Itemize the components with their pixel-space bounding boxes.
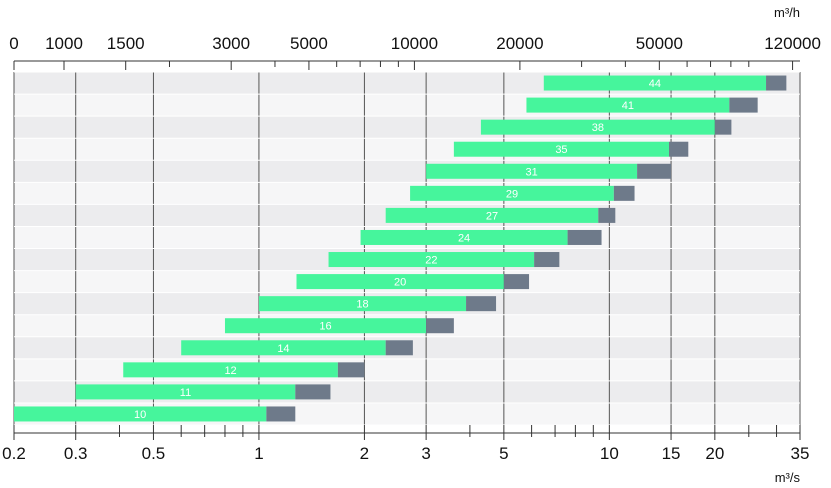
top-axis-tick-label: 5000: [290, 34, 328, 53]
bar-gray: [266, 406, 296, 422]
bottom-axis-tick-label: 5: [499, 444, 508, 463]
top-axis-tick-label: 1500: [107, 34, 145, 53]
row-band: [14, 160, 800, 183]
bottom-axis-tick-label: 20: [705, 444, 724, 463]
bar-green: [543, 75, 767, 91]
bottom-axis-tick-label: 35: [791, 444, 810, 463]
bar-green: [426, 163, 638, 179]
top-axis-tick-label: 50000: [636, 34, 683, 53]
bottom-axis-tick-label: 10: [600, 444, 619, 463]
bar-green: [224, 318, 427, 334]
top-axis-tick-label: 120000: [764, 34, 821, 53]
bottom-axis-tick-label: 15: [662, 444, 681, 463]
top-axis-tick-label: 3000: [212, 34, 250, 53]
bar-green: [453, 141, 670, 157]
bar-gray: [534, 252, 560, 268]
bar-gray: [766, 75, 787, 91]
bar-gray: [637, 163, 672, 179]
bottom-axis-tick-label: 0.5: [142, 444, 166, 463]
bottom-axis-tick-label: 3: [421, 444, 430, 463]
bottom-axis-tick-label: 0.2: [2, 444, 26, 463]
bar-label: 41: [622, 100, 634, 112]
bar-label: 35: [555, 144, 567, 156]
bar-green: [258, 296, 467, 312]
bar-label: 18: [356, 299, 368, 311]
bar-green: [328, 252, 535, 268]
top-axis-tick-label: 1000: [45, 34, 83, 53]
bar-label: 27: [486, 210, 498, 222]
bar-gray: [466, 296, 497, 312]
bar-gray: [669, 141, 689, 157]
bar-gray: [295, 384, 331, 400]
bar-gray: [503, 274, 530, 290]
bar-label: 14: [277, 343, 289, 355]
bar-green: [526, 97, 730, 113]
bar-label: 44: [649, 78, 661, 90]
row-band: [14, 182, 800, 205]
bar-green: [75, 384, 296, 400]
bar-label: 24: [458, 232, 470, 244]
bar-gray: [598, 207, 616, 223]
bar-label: 16: [319, 321, 331, 333]
bar-label: 10: [134, 409, 146, 421]
bar-gray: [714, 119, 732, 135]
bar-gray: [729, 97, 758, 113]
bar-label: 11: [180, 387, 191, 399]
bar-gray: [337, 362, 365, 378]
bottom-axis-unit: m³/s: [775, 470, 801, 485]
bar-label: 12: [224, 365, 236, 377]
bar-label: 29: [506, 188, 518, 200]
axes: 0 1000 1500 3000 5000 10000 20000 50000 120000 0.…: [2, 34, 821, 463]
bar-gray: [426, 318, 454, 334]
top-axis-tick-label: 20000: [496, 34, 543, 53]
bar-gray: [567, 229, 602, 245]
bar-green: [360, 229, 568, 245]
bar-green: [296, 274, 504, 290]
bar-green: [385, 207, 599, 223]
top-axis-tick-label: 10000: [391, 34, 438, 53]
bars: 44 41 38 35 31 29 27 24 22 20 18 16 14 12 11 10: [14, 75, 787, 422]
top-axis-unit: m³/h: [774, 5, 800, 20]
bar-green: [14, 406, 267, 422]
bar-label: 31: [525, 166, 537, 178]
bar-label: 38: [592, 122, 604, 134]
bar-gray: [385, 340, 413, 356]
bar-label: 22: [425, 255, 437, 267]
top-axis-tick-label: 0: [9, 34, 18, 53]
bar-green: [181, 340, 386, 356]
bar-label: 20: [394, 277, 406, 289]
bar-green: [123, 362, 338, 378]
bar-gray: [613, 185, 635, 201]
bar-green: [480, 119, 715, 135]
bar-green: [410, 185, 614, 201]
bottom-axis-tick-label: 0.3: [64, 444, 88, 463]
bottom-axis-tick-label: 1: [254, 444, 263, 463]
bottom-axis-tick-label: 2: [360, 444, 369, 463]
